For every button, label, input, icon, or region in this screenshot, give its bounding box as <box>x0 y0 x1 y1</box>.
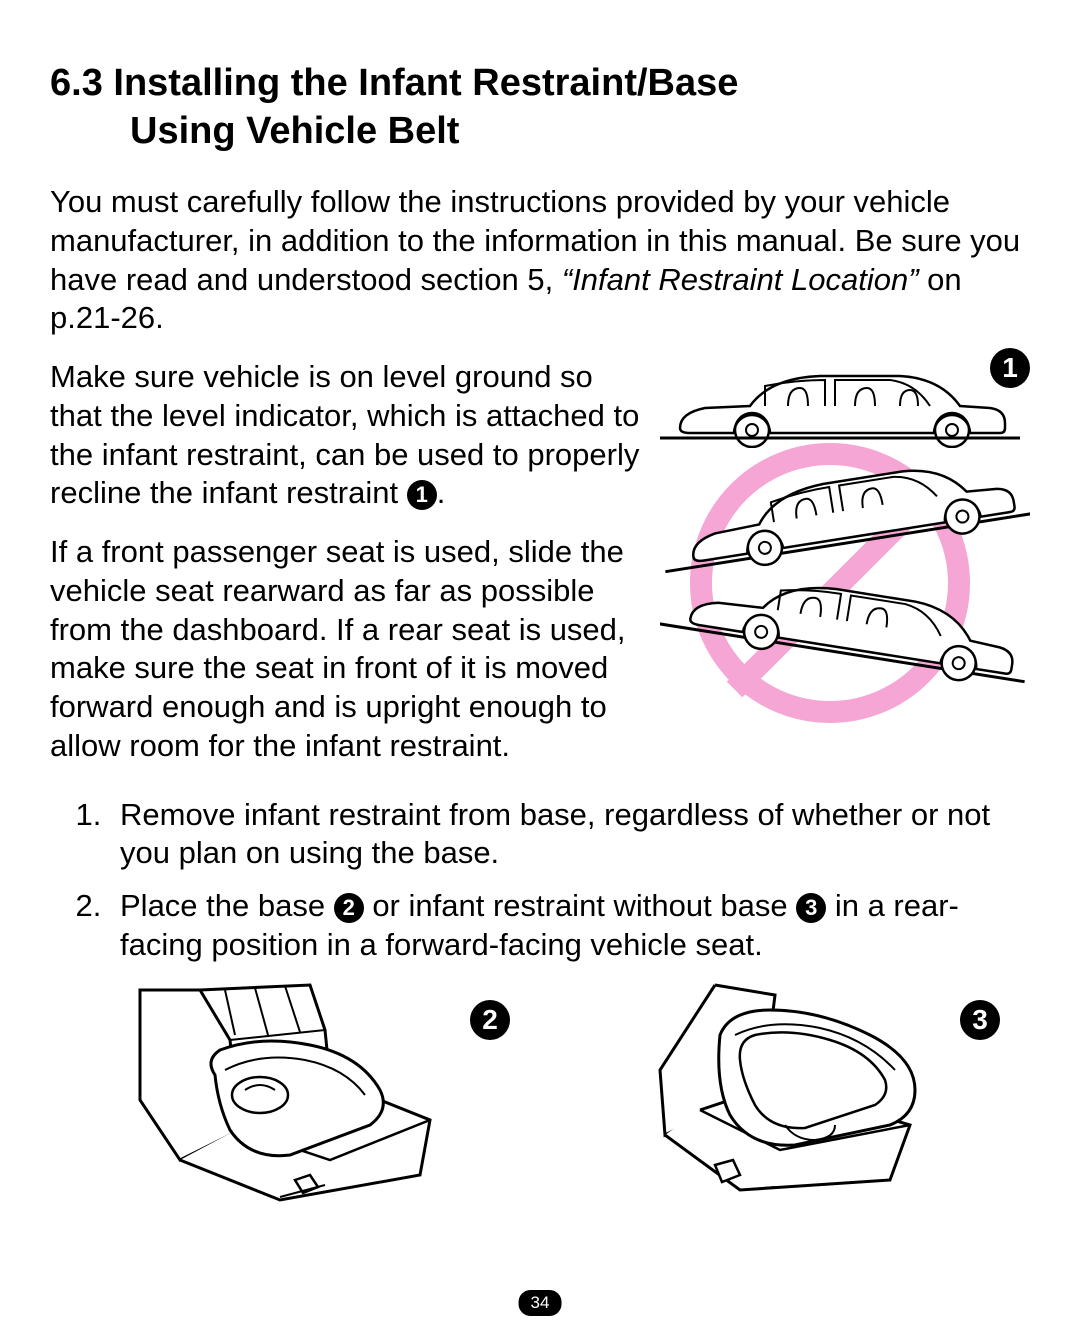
instruction-list: Remove infant restraint from base, regar… <box>50 796 1030 965</box>
ref-circle-3-inline: 3 <box>796 893 826 923</box>
list-item-2: Place the base 2 or infant restraint wit… <box>110 887 1030 965</box>
seat-nobase-icon <box>620 980 950 1210</box>
figure-3-container: 3 <box>570 980 1000 1210</box>
level-ground-text: Make sure vehicle is on level ground so … <box>50 358 640 786</box>
heading-line2: Using Vehicle Belt <box>50 108 1030 156</box>
bottom-figures-row: 2 3 <box>50 980 1030 1210</box>
ref-circle-2-inline: 2 <box>334 893 364 923</box>
para2-part2: . <box>437 475 446 510</box>
car-downhill-icon <box>660 563 1030 698</box>
intro-paragraph: You must carefully follow the instructio… <box>50 183 1030 338</box>
para-level-indicator: Make sure vehicle is on level ground so … <box>50 358 640 513</box>
ref-circle-1-inline: 1 <box>407 480 437 510</box>
para2-part1: Make sure vehicle is on level ground so … <box>50 359 639 510</box>
car-level-figure <box>660 358 1030 448</box>
item1-text: Remove infant restraint from base, regar… <box>120 797 990 871</box>
level-ground-row: Make sure vehicle is on level ground so … <box>50 358 1030 786</box>
item2-p1: Place the base <box>120 888 334 923</box>
para-seat-position: If a front passenger seat is used, slide… <box>50 533 640 766</box>
intro-italic: “Infant Restraint Location” <box>562 262 919 297</box>
figure-label-3: 3 <box>960 1000 1000 1040</box>
item2-p2: or infant restraint without base <box>364 888 797 923</box>
seat-base-icon <box>130 980 460 1210</box>
figure-2-container: 2 <box>80 980 510 1210</box>
car-level-icon <box>660 358 1020 448</box>
section-heading: 6.3 Installing the Infant Restraint/Base… <box>50 60 1030 155</box>
figure-label-2: 2 <box>470 1000 510 1040</box>
page-number: 34 <box>519 1290 562 1316</box>
car-diagrams: 1 <box>660 358 1030 723</box>
car-incline-prohibit <box>660 453 1030 723</box>
list-item-1: Remove infant restraint from base, regar… <box>110 796 1030 874</box>
heading-line1: 6.3 Installing the Infant Restraint/Base <box>50 60 1030 108</box>
